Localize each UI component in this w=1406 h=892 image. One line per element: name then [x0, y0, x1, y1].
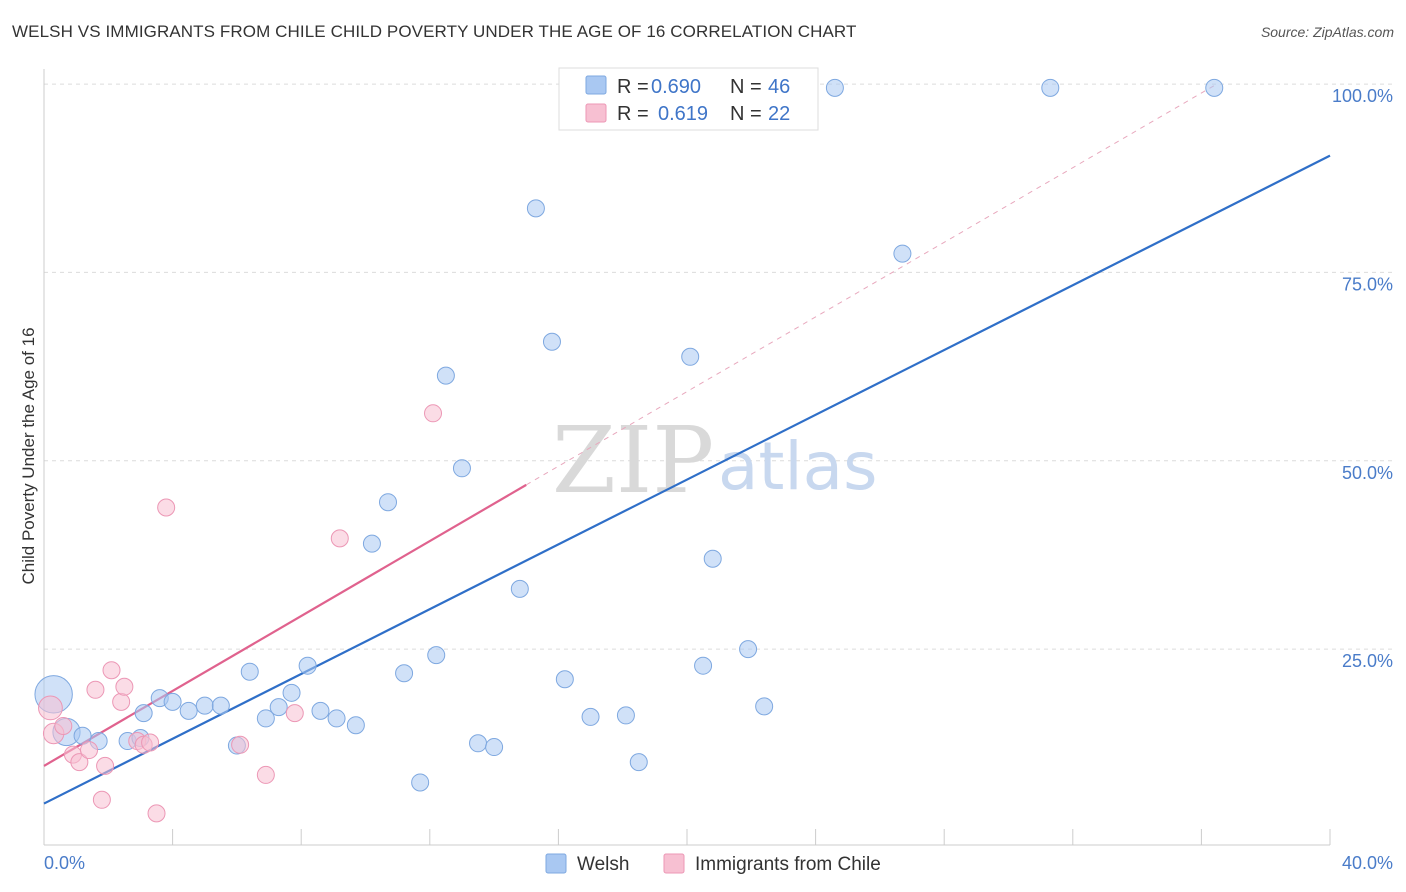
data-point-0-9: [179, 701, 198, 720]
y-tick-labels: 25.0% 50.0% 75.0% 100.0%: [1332, 86, 1393, 671]
data-point-1-19: [285, 704, 304, 723]
data-point-0-18: [311, 701, 330, 720]
bottom-legend-label-welsh: Welsh: [577, 854, 629, 875]
data-point-0-6: [134, 704, 153, 723]
data-point-0-26: [436, 366, 455, 385]
data-point-1-11: [115, 677, 134, 696]
x-tick-label-left: 0.0%: [44, 853, 85, 873]
data-point-0-42: [825, 78, 844, 97]
legend-swatch-chile: [585, 103, 607, 123]
data-point-0-19: [327, 709, 346, 728]
data-point-0-40: [739, 640, 758, 659]
data-point-1-9: [102, 661, 121, 680]
data-point-1-4: [70, 753, 89, 772]
data-point-0-15: [269, 698, 288, 717]
data-point-0-13: [240, 662, 259, 681]
legend: R = 0.690 N = 46 R = 0.619 N = 22: [558, 67, 819, 131]
data-point-0-31: [526, 199, 545, 218]
bottom-legend-swatch-chile: [663, 853, 685, 874]
data-point-0-36: [629, 753, 648, 772]
trend-lines: [43, 85, 1331, 805]
data-point-0-17: [298, 656, 317, 675]
data-point-0-14: [256, 709, 275, 728]
data-point-0-35: [616, 706, 635, 725]
data-point-0-32: [542, 332, 561, 351]
data-point-0-11: [211, 696, 230, 715]
source-label: Source: ZipAtlas.com: [1260, 24, 1394, 40]
legend-n-value-chile: 22: [768, 103, 790, 125]
data-point-0-39: [703, 549, 722, 568]
data-point-0-16: [282, 683, 301, 702]
watermark: ZIP atlas: [552, 407, 878, 514]
data-point-0-34: [581, 707, 600, 726]
data-point-0-21: [362, 534, 381, 553]
data-point-0-37: [681, 347, 700, 366]
data-point-1-20: [330, 529, 349, 548]
data-point-0-44: [1041, 78, 1060, 97]
watermark-zip: ZIP: [552, 407, 714, 514]
bottom-legend: Welsh Immigrants from Chile: [545, 853, 881, 875]
data-point-0-33: [555, 670, 574, 689]
data-point-0-8: [163, 692, 182, 711]
data-point-0-24: [411, 773, 430, 792]
data-point-0-20: [346, 716, 365, 735]
legend-n-label-welsh: N =: [730, 76, 762, 98]
legend-r-label-chile: R =: [617, 103, 649, 125]
data-point-1-2: [54, 716, 73, 735]
data-point-1-7: [92, 790, 111, 809]
data-point-1-17: [231, 735, 250, 754]
data-point-1-14: [141, 733, 160, 752]
data-point-1-5: [80, 741, 99, 760]
data-point-0-29: [485, 738, 504, 757]
data-point-0-30: [510, 579, 529, 598]
data-point-0-28: [469, 734, 488, 753]
data-point-1-15: [147, 804, 166, 823]
data-point-0-23: [395, 664, 414, 683]
trend-line-extension-1: [525, 85, 1215, 486]
trend-line-1: [43, 483, 527, 767]
data-point-0-25: [427, 646, 446, 665]
data-point-1-21: [424, 404, 443, 423]
data-point-0-22: [379, 493, 398, 512]
y-axis-label: Child Poverty Under the Age of 16: [19, 327, 38, 584]
data-point-1-8: [96, 756, 115, 775]
legend-r-label-welsh: R =: [617, 76, 649, 98]
legend-swatch-welsh: [585, 75, 607, 95]
data-point-0-10: [195, 696, 214, 715]
data-point-0-43: [893, 244, 912, 263]
data-point-0-41: [755, 697, 774, 716]
data-point-1-18: [256, 765, 275, 784]
legend-n-label-chile: N =: [730, 103, 762, 125]
data-point-1-6: [86, 680, 105, 699]
legend-n-value-welsh: 46: [768, 76, 790, 98]
y-tick-label-1: 50.0%: [1342, 463, 1393, 483]
watermark-atlas: atlas: [718, 428, 878, 505]
x-tick-label-right: 40.0%: [1342, 853, 1393, 873]
data-point-1-16: [157, 498, 176, 517]
legend-r-value-chile: 0.619: [658, 103, 708, 125]
data-point-1-10: [112, 692, 131, 711]
y-tick-label-2: 75.0%: [1342, 274, 1393, 294]
data-point-0-27: [452, 459, 471, 478]
chart-title: WELSH VS IMMIGRANTS FROM CHILE CHILD POV…: [12, 22, 857, 41]
y-tick-label-0: 25.0%: [1342, 651, 1393, 671]
legend-r-value-welsh: 0.690: [651, 76, 701, 98]
data-point-0-45: [1205, 78, 1224, 97]
data-points: [34, 78, 1224, 823]
trend-line-0: [43, 154, 1331, 805]
data-point-0-38: [694, 656, 713, 675]
y-tick-label-3: 100.0%: [1332, 86, 1393, 106]
bottom-legend-label-chile: Immigrants from Chile: [695, 854, 881, 875]
bottom-legend-swatch-welsh: [545, 853, 567, 874]
data-point-1-0: [38, 695, 63, 721]
